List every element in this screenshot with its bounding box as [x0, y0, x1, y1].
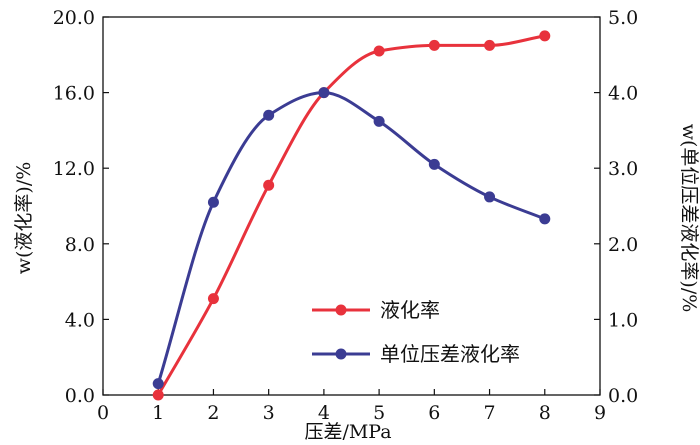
x-tick-label: 8: [539, 402, 551, 424]
y-tick-label: 20.0: [53, 7, 95, 29]
x-tick-label: 5: [373, 402, 385, 424]
x-tick-label: 4: [318, 402, 330, 424]
y-tick-label: 4.0: [65, 309, 95, 331]
legend-marker: [335, 348, 347, 360]
plot-frame: [102, 16, 601, 396]
data-point: [373, 45, 385, 57]
y2-tick-label: 1.0: [608, 309, 638, 331]
x-tick-label: 2: [207, 402, 219, 424]
axes-layer: 0 1 2 3 4 5 6 7 8 90.04.08.012.016.020.00.01.02.0…: [53, 7, 639, 424]
x-tick-label: 0: [97, 402, 109, 424]
legend-label: 单位压差液化率: [380, 342, 520, 366]
series-layer: [152, 30, 551, 401]
data-point: [152, 389, 164, 401]
y-tick-label: 8.0: [65, 234, 95, 256]
data-point: [484, 191, 496, 203]
data-point: [428, 158, 440, 170]
y-tick-label: 12.0: [53, 158, 95, 180]
data-point: [373, 115, 385, 127]
y2-tick-label: 3.0: [608, 158, 638, 180]
legend-marker: [335, 304, 347, 316]
y-axis-title: w(液化率)/%: [13, 162, 35, 275]
y-tick-label: 0.0: [65, 385, 95, 407]
data-point: [207, 293, 219, 305]
data-point: [539, 213, 551, 225]
series-line: [156, 91, 546, 385]
y2-axis-title: w(单位压差液化率)/%: [678, 124, 700, 313]
y2-tick-label: 5.0: [608, 7, 638, 29]
y-tick-label: 16.0: [53, 83, 95, 105]
x-tick-label: 3: [263, 402, 275, 424]
y2-tick-label: 4.0: [608, 83, 638, 105]
data-point: [207, 196, 219, 208]
data-point: [152, 378, 164, 390]
data-point: [263, 109, 275, 121]
y2-tick-label: 0.0: [608, 385, 638, 407]
x-tick-label: 6: [428, 402, 440, 424]
legend-label: 液化率: [380, 298, 440, 322]
series-2: [152, 87, 551, 390]
x-tick-label: 1: [152, 402, 164, 424]
legend-item-1: 液化率: [312, 298, 440, 322]
data-point: [484, 39, 496, 51]
x-axis-title: 压差/MPa: [304, 421, 391, 443]
data-point: [263, 179, 275, 191]
data-point: [539, 30, 551, 42]
legend-item-2: 单位压差液化率: [312, 342, 520, 366]
data-point: [318, 87, 330, 99]
x-tick-label: 9: [594, 402, 606, 424]
x-tick-label: 7: [484, 402, 496, 424]
data-point: [428, 39, 440, 51]
y2-tick-label: 2.0: [608, 234, 638, 256]
